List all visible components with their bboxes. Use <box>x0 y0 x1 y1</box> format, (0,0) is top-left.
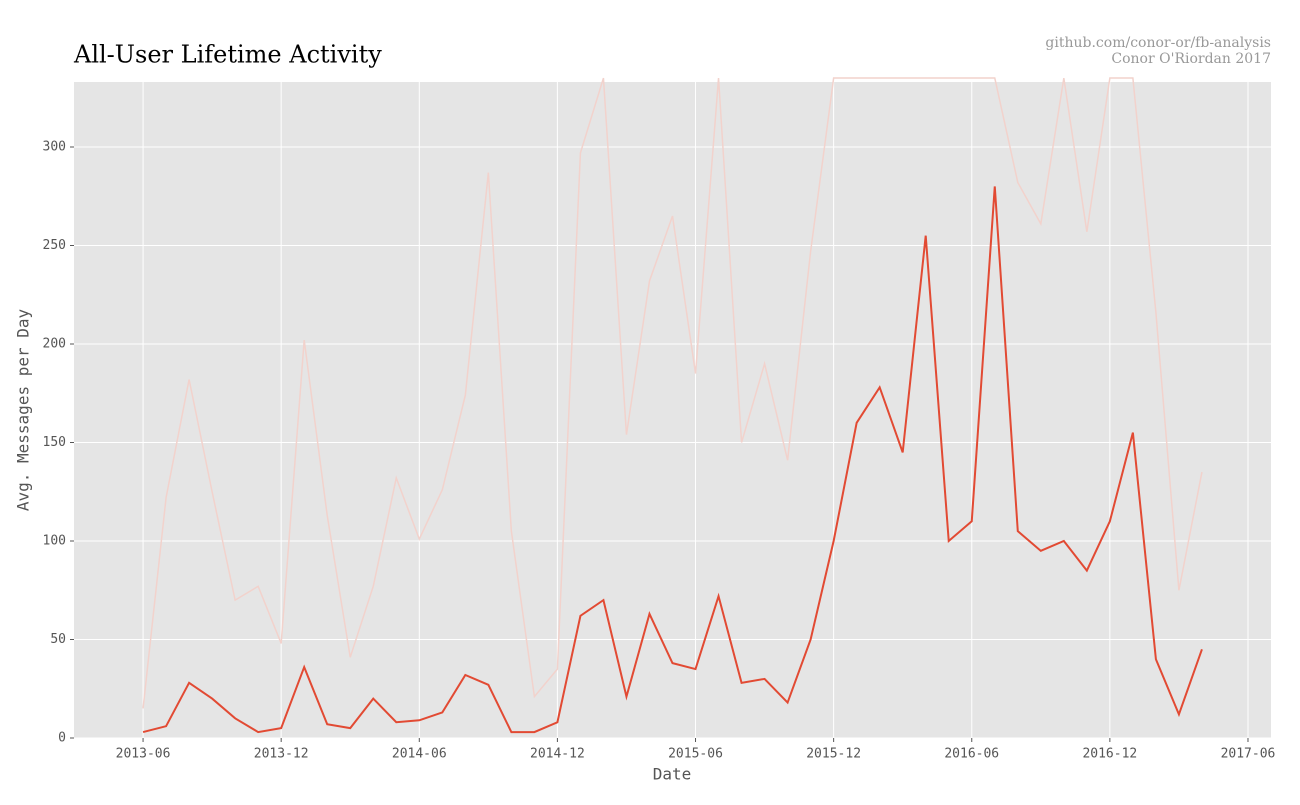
y-tick-label: 150 <box>43 435 66 450</box>
x-tick-label: 2016-12 <box>1082 747 1137 762</box>
x-tick-label: 2013-12 <box>254 747 309 762</box>
credit: Conor O'Riordan 2017 <box>1111 51 1271 67</box>
y-tick-label: 0 <box>58 731 66 746</box>
x-tick-label: 2013-06 <box>116 747 171 762</box>
x-tick-label: 2015-12 <box>806 747 861 762</box>
x-tick-label: 2014-06 <box>392 747 447 762</box>
y-axis-label: Avg. Messages per Day <box>14 308 33 511</box>
y-tick-label: 300 <box>43 140 66 155</box>
plot-area <box>74 82 1271 738</box>
y-tick-label: 250 <box>43 238 66 253</box>
x-tick-label: 2016-06 <box>944 747 999 762</box>
x-tick-label: 2015-06 <box>668 747 723 762</box>
chart-title: All-User Lifetime Activity <box>73 41 382 69</box>
x-tick-label: 2017-06 <box>1221 747 1276 762</box>
y-tick-label: 200 <box>43 337 66 352</box>
x-axis-label: Date <box>653 765 692 784</box>
line <box>142 186 1203 734</box>
y-tick-label: 100 <box>43 534 66 549</box>
x-tick-label: 2014-12 <box>530 747 585 762</box>
line <box>142 77 1203 709</box>
y-tick-label: 50 <box>50 632 66 647</box>
credit: github.com/conor-or/fb-analysis <box>1045 35 1271 51</box>
